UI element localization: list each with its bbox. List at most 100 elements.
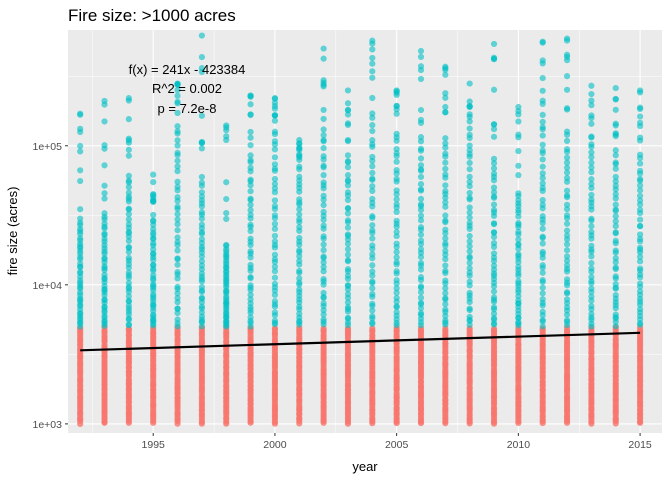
- data-point: [344, 177, 352, 184]
- data-point: [466, 189, 473, 197]
- data-point: [369, 268, 376, 275]
- data-point: [369, 141, 376, 148]
- data-point: [490, 250, 498, 257]
- data-point: [539, 323, 546, 330]
- data-point: [563, 164, 571, 171]
- data-point: [490, 206, 498, 214]
- data-point: [344, 196, 352, 204]
- x-tick-label: 1995: [142, 439, 166, 451]
- x-axis-title: year: [352, 459, 378, 474]
- data-point: [442, 203, 449, 210]
- data-point: [271, 232, 279, 239]
- data-point: [515, 147, 522, 155]
- data-point: [393, 130, 400, 138]
- data-point: [393, 158, 400, 165]
- data-point: [539, 201, 546, 208]
- data-point: [344, 106, 352, 114]
- data-point: [612, 229, 619, 236]
- data-point: [539, 277, 546, 284]
- data-point: [466, 147, 473, 154]
- data-point: [77, 206, 84, 213]
- y-tick-label: 1e+03: [33, 419, 63, 431]
- data-point: [539, 269, 546, 276]
- data-point: [588, 302, 595, 310]
- data-point: [612, 165, 619, 172]
- data-point: [296, 211, 303, 218]
- data-point: [247, 195, 254, 202]
- data-point: [344, 210, 352, 217]
- data-point: [539, 284, 546, 291]
- data-point: [612, 273, 619, 280]
- data-point: [247, 128, 254, 136]
- data-point: [417, 162, 425, 169]
- data-point: [77, 167, 84, 174]
- data-point: [393, 102, 400, 109]
- data-point: [442, 171, 449, 178]
- data-point: [271, 154, 279, 161]
- data-point: [271, 180, 279, 188]
- data-point: [466, 305, 473, 312]
- data-point: [612, 218, 619, 225]
- data-point: [125, 135, 132, 142]
- data-point: [466, 269, 473, 276]
- data-point: [125, 221, 132, 228]
- data-point: [563, 257, 571, 264]
- data-point: [344, 240, 352, 247]
- data-point: [344, 224, 352, 231]
- data-point: [442, 306, 449, 313]
- data-point: [393, 110, 400, 117]
- data-point: [320, 253, 327, 260]
- data-point: [271, 165, 279, 172]
- data-point: [636, 306, 644, 313]
- data-point: [563, 35, 571, 42]
- data-point: [466, 166, 473, 173]
- data-point: [588, 253, 595, 260]
- data-point: [563, 296, 571, 303]
- data-point: [344, 304, 352, 311]
- data-point: [198, 173, 205, 181]
- data-point: [77, 177, 84, 185]
- data-point: [296, 234, 303, 242]
- data-point: [125, 279, 132, 287]
- data-point: [466, 194, 473, 202]
- data-point: [125, 116, 132, 123]
- data-point: [369, 291, 376, 298]
- data-point: [271, 146, 279, 153]
- data-point: [466, 142, 473, 149]
- data-point: [417, 106, 425, 114]
- data-point: [442, 63, 449, 70]
- data-point: [442, 150, 449, 157]
- data-point: [442, 90, 449, 97]
- data-point: [369, 153, 376, 161]
- data-point: [101, 190, 108, 197]
- data-point: [636, 206, 644, 213]
- data-point: [174, 92, 181, 99]
- data-point: [101, 182, 108, 189]
- data-point: [442, 240, 449, 247]
- data-point: [490, 56, 498, 63]
- data-point: [271, 291, 279, 298]
- data-point: [125, 293, 132, 300]
- data-point: [490, 86, 498, 93]
- data-point: [198, 270, 205, 277]
- data-point: [393, 208, 400, 216]
- data-point: [442, 182, 449, 189]
- axis-ticks: 1995 2000 2005 2010 2015 1e+03 1e+04 1e+05: [33, 141, 652, 451]
- data-point: [393, 217, 400, 224]
- data-point: [588, 176, 595, 183]
- data-point: [563, 201, 571, 208]
- data-point: [77, 128, 84, 136]
- data-point: [417, 134, 425, 141]
- data-point: [344, 272, 352, 279]
- data-point: [563, 159, 571, 166]
- data-points: [77, 32, 644, 427]
- data-point: [490, 189, 498, 196]
- data-point: [150, 217, 157, 224]
- data-point: [344, 291, 352, 298]
- data-point: [125, 321, 132, 328]
- data-point: [247, 211, 254, 219]
- data-point: [442, 159, 449, 166]
- data-point: [466, 313, 473, 320]
- x-tick-label: 2015: [628, 439, 652, 451]
- data-point: [77, 142, 84, 150]
